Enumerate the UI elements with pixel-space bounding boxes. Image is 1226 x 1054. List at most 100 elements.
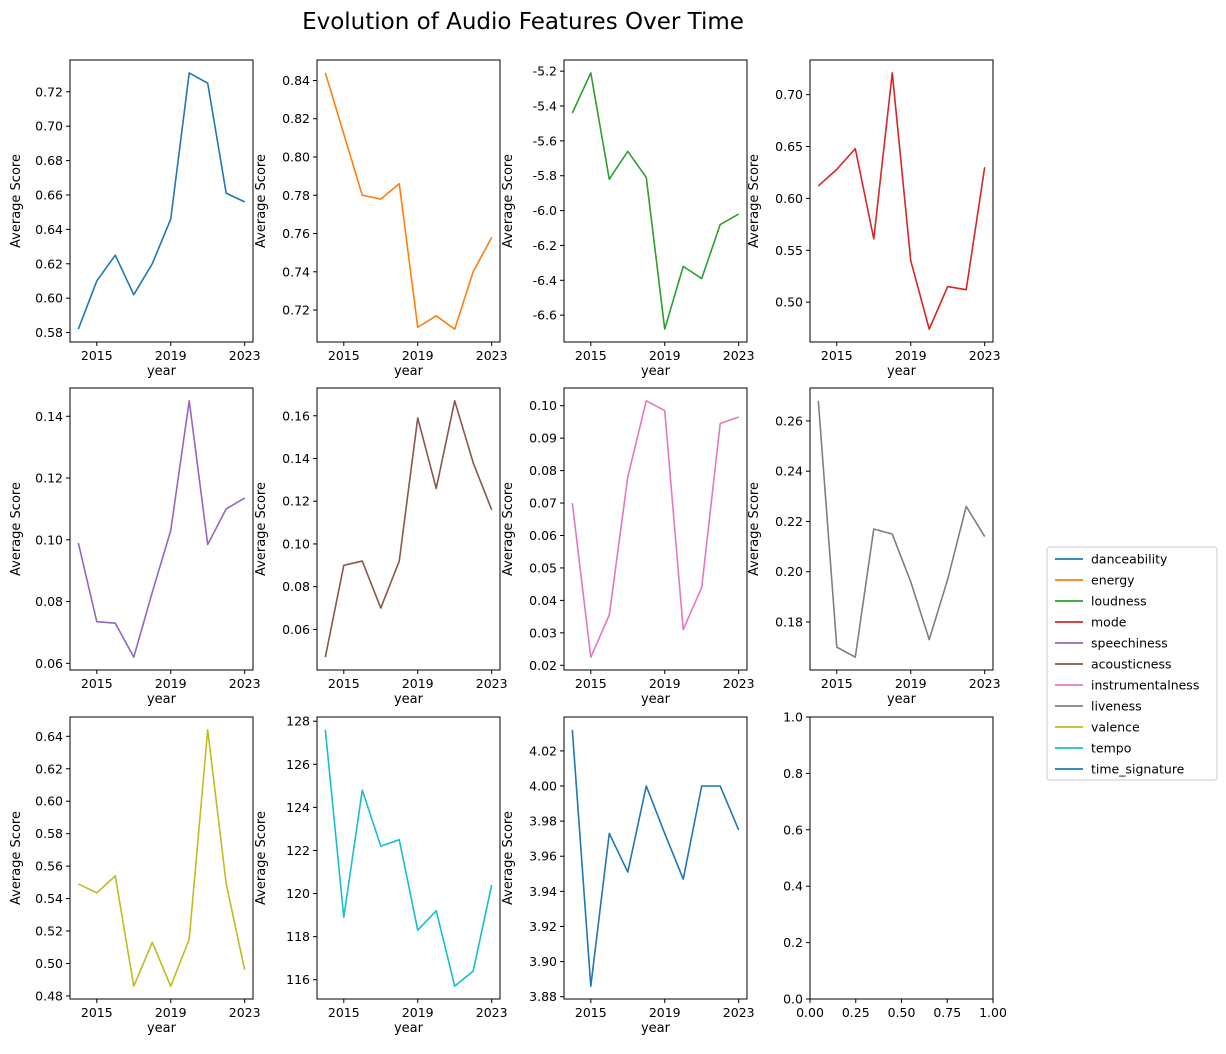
legend-item-mode: mode (1055, 615, 1127, 630)
y-tick-label: -6.6 (533, 308, 557, 323)
legend-label: instrumentalness (1091, 678, 1199, 693)
y-tick-label: 0.70 (35, 119, 63, 134)
y-tick-label: 0.62 (35, 761, 63, 776)
x-tick-label: 2019 (649, 1005, 681, 1020)
x-tick-label: 2023 (229, 676, 261, 691)
x-axis-label: year (147, 692, 177, 707)
y-axis-label: Average Score (9, 482, 24, 576)
y-tick-label: 0.08 (529, 463, 557, 478)
y-tick-label: 0.60 (35, 291, 63, 306)
x-tick-label: 2023 (969, 676, 1001, 691)
subplot-1: 2015 2019 2023 0.58 0.60 0.62 0.64 0.66 0.68 0.70… (9, 59, 261, 379)
y-tick-label: 0.58 (35, 325, 63, 340)
y-tick-label: 0.10 (529, 398, 557, 413)
x-tick-label: 0.75 (933, 1005, 961, 1020)
legend-item-liveness: liveness (1055, 699, 1142, 714)
y-tick-label: -5.6 (533, 133, 557, 148)
subplot-11: 2015 2019 2023 3.88 3.90 3.92 3.94 3.96 3.98 4.00… (501, 716, 755, 1036)
y-tick-label: 0.2 (783, 935, 803, 950)
y-tick-label: 122 (286, 843, 310, 858)
x-tick-label: 2023 (723, 676, 755, 691)
x-axis-label: year (394, 364, 424, 379)
y-tick-label: 0.07 (529, 496, 557, 511)
y-tick-label: 3.92 (529, 919, 557, 934)
y-tick-label: -6.2 (533, 238, 557, 253)
x-tick-label: 2015 (821, 676, 853, 691)
subplot-4: 2015 2019 2023 0.50 0.55 0.60 0.65 0.70 year Aver… (747, 59, 1001, 379)
legend-item-acousticness: acousticness (1055, 657, 1172, 672)
subplot-grid: 2015 2019 2023 0.58 0.60 0.62 0.64 0.66 0.68 0.70… (9, 59, 1007, 1036)
y-tick-label: 0.58 (35, 826, 63, 841)
x-tick-label: 2019 (155, 676, 187, 691)
legend-frame (1046, 546, 1218, 781)
y-tick-label: 0.08 (35, 594, 63, 609)
y-tick-label: 0.72 (35, 84, 63, 99)
plot-area (809, 59, 994, 343)
x-tick-label: 2019 (895, 676, 927, 691)
y-tick-label: 0.06 (529, 528, 557, 543)
y-tick-label: 0.62 (35, 256, 63, 271)
y-tick-label: 0.65 (775, 139, 803, 154)
y-tick-label: 0.02 (529, 658, 557, 673)
x-axis-label: year (147, 1021, 177, 1036)
plot-area (563, 387, 748, 671)
y-tick-label: 0.72 (282, 303, 310, 318)
x-axis-label: year (641, 1021, 671, 1036)
x-tick-label: 0.50 (888, 1005, 916, 1020)
x-tick-label: 2019 (402, 1005, 434, 1020)
y-axis-label: Average Score (747, 154, 762, 248)
subplot-8: 2015 2019 2023 0.18 0.20 0.22 0.24 0.26 year Aver… (747, 387, 1001, 707)
x-axis-label: year (641, 692, 671, 707)
y-tick-label: 0.6 (783, 822, 803, 837)
x-tick-label: 2019 (155, 1005, 187, 1020)
y-tick-label: 0.06 (35, 656, 63, 671)
plot-area (809, 387, 994, 671)
y-tick-label: 0.05 (529, 560, 557, 575)
y-tick-label: 0.60 (35, 794, 63, 809)
y-tick-label: 0.70 (775, 87, 803, 102)
series-line-loudness (571, 72, 740, 330)
y-tick-label: -5.8 (533, 168, 557, 183)
y-tick-label: 0.22 (775, 514, 803, 529)
x-tick-label: 2023 (476, 348, 508, 363)
series-line-valence (77, 729, 246, 987)
y-axis-label: Average Score (747, 482, 762, 576)
y-tick-label: 0.09 (529, 431, 557, 446)
x-tick-label: 0.00 (796, 1005, 824, 1020)
series-line-liveness (817, 400, 986, 658)
legend-label: speechiness (1091, 636, 1168, 651)
legend-item-tempo: tempo (1055, 741, 1131, 756)
x-tick-label: 2019 (649, 676, 681, 691)
y-tick-label: 0.20 (775, 564, 803, 579)
legend-label: danceability (1091, 552, 1168, 567)
x-axis-label: year (394, 692, 424, 707)
legend-item-loudness: loudness (1055, 594, 1147, 609)
y-tick-label: 124 (286, 800, 310, 815)
plot-area (809, 716, 994, 1000)
y-tick-label: 0.16 (282, 408, 310, 423)
y-tick-label: 116 (286, 972, 310, 987)
legend-item-valence: valence (1055, 720, 1140, 735)
subplot-7: 2015 2019 2023 0.02 0.03 0.04 0.05 0.06 0.07 0.08… (501, 387, 755, 707)
x-tick-label: 2023 (723, 348, 755, 363)
y-tick-label: 0.68 (35, 153, 63, 168)
x-tick-label: 2015 (81, 348, 113, 363)
y-axis-label: Average Score (9, 811, 24, 905)
y-tick-label: 0.08 (282, 579, 310, 594)
y-axis-label: Average Score (254, 482, 269, 576)
subplot-2: 2015 2019 2023 0.72 0.74 0.76 0.78 0.80 0.82 0.84… (254, 59, 508, 379)
plot-area (316, 387, 501, 671)
plot-area (563, 59, 748, 343)
figure-title: Evolution of Audio Features Over Time (302, 9, 744, 35)
y-tick-label: 0.80 (282, 149, 310, 164)
y-tick-label: -5.4 (533, 99, 557, 114)
y-tick-label: 128 (286, 714, 310, 729)
x-tick-label: 2015 (81, 1005, 113, 1020)
plot-area (316, 716, 501, 1000)
y-tick-label: 0.18 (775, 614, 803, 629)
y-tick-label: 0.50 (775, 295, 803, 310)
y-tick-label: 0.0 (783, 992, 803, 1007)
y-tick-label: 4.00 (529, 779, 557, 794)
x-tick-label: 1.00 (979, 1005, 1007, 1020)
y-tick-label: 3.98 (529, 814, 557, 829)
